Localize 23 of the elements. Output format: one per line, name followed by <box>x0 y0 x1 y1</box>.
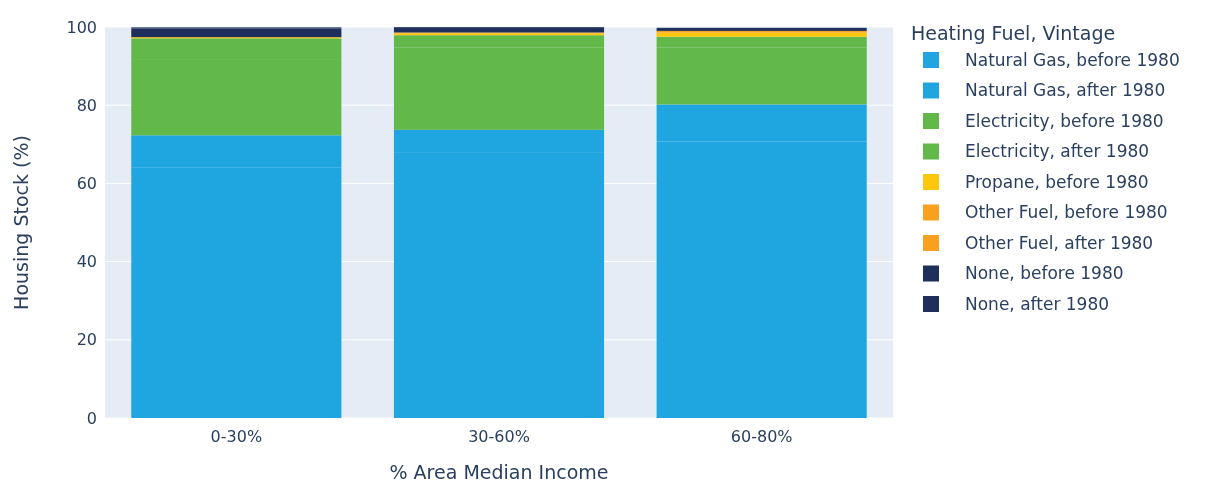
legend-label: Other Fuel, after 1980 <box>965 232 1154 253</box>
y-axis-title: Housing Stock (%) <box>10 135 32 310</box>
legend-label: None, after 1980 <box>965 293 1110 314</box>
legend-label: Natural Gas, before 1980 <box>965 49 1180 70</box>
x-tick-label: 30-60% <box>468 427 530 446</box>
legend-label: Natural Gas, after 1980 <box>965 80 1166 101</box>
x-axis-title: % Area Median Income <box>389 461 609 483</box>
legend-label: Other Fuel, before 1980 <box>965 202 1168 223</box>
x-tick-label: 0-30% <box>210 427 263 446</box>
x-tick-label: 60-80% <box>730 427 793 446</box>
legend-label: None, before 1980 <box>965 263 1124 284</box>
y-tick-label: 80 <box>76 95 97 115</box>
bar <box>131 28 342 38</box>
y-tick-label: 40 <box>76 252 97 272</box>
y-tick-label: 60 <box>76 174 97 193</box>
y-tick-label: 20 <box>76 330 97 350</box>
legend-label: Electricity, before 1980 <box>965 110 1164 131</box>
y-tick-label: 0 <box>86 408 97 428</box>
bar <box>656 32 867 37</box>
legend-title: Heating Fuel, Vintage <box>911 22 1116 44</box>
legend-label: Electricity, after 1980 <box>965 141 1150 162</box>
y-tick-label: 100 <box>66 17 97 37</box>
legend-label: Propane, before 1980 <box>965 171 1149 192</box>
